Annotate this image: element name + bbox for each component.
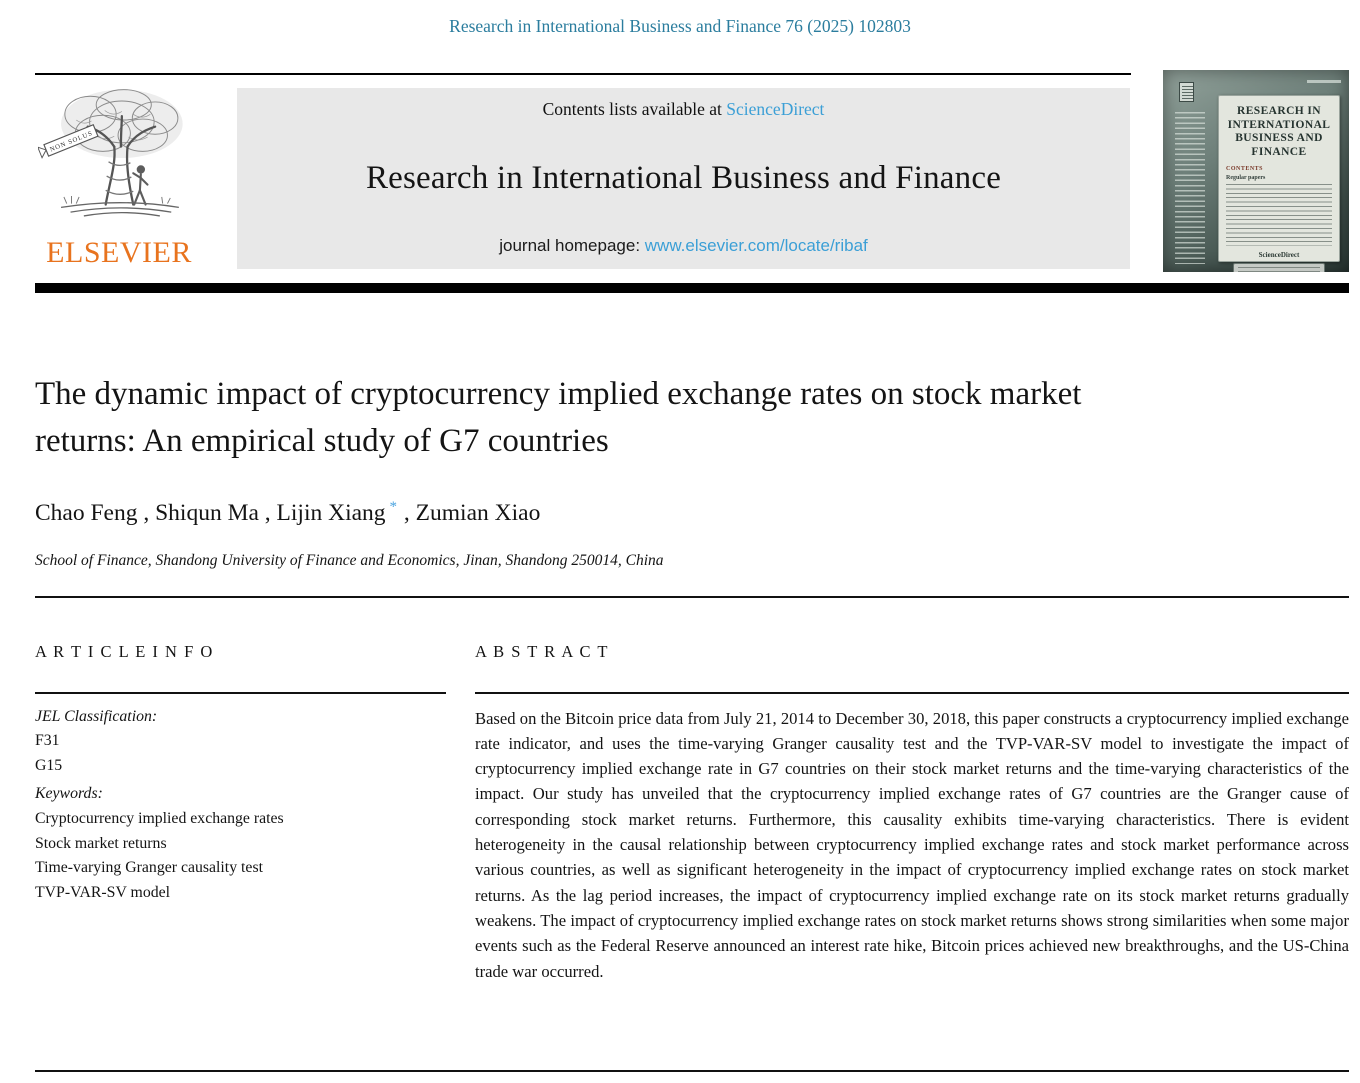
cover-sciencedirect-label: ScienceDirect bbox=[1258, 251, 1300, 259]
article-info-section: A R T I C L E I N F O JEL Classification… bbox=[35, 642, 446, 906]
journal-homepage-link[interactable]: www.elsevier.com/locate/ribaf bbox=[644, 236, 868, 255]
journal-title: Research in International Business and F… bbox=[365, 159, 1002, 196]
cover-title-line: INTERNATIONAL bbox=[1227, 118, 1331, 131]
elsevier-wordmark: ELSEVIER bbox=[46, 236, 192, 269]
jel-code: F31 bbox=[35, 732, 60, 750]
elsevier-logo: NON SOLUS ELSEVIER bbox=[33, 82, 205, 274]
contents-line: Contents lists available at ScienceDirec… bbox=[543, 99, 825, 120]
section-divider-rule bbox=[35, 596, 1349, 598]
abstract-text: Based on the Bitcoin price data from Jul… bbox=[475, 708, 1349, 981]
sciencedirect-link[interactable]: ScienceDirect bbox=[726, 99, 825, 119]
contents-prefix: Contents lists available at bbox=[542, 99, 727, 119]
abstract-heading: A B S T R A C T bbox=[475, 642, 609, 661]
keyword: TVP-VAR-SV model bbox=[35, 884, 171, 902]
author-separator: , bbox=[258, 499, 277, 526]
authors-line: Chao Feng , Shiqun Ma , Lijin Xiang * , Z… bbox=[35, 499, 540, 527]
cover-title-line: RESEARCH IN bbox=[1237, 105, 1321, 117]
author-name: Shiqun Ma bbox=[155, 499, 259, 526]
affiliation: School of Finance, Shandong University o… bbox=[35, 552, 664, 569]
keyword: Time-varying Granger causality test bbox=[35, 859, 263, 877]
cover-footer-lines bbox=[1238, 267, 1320, 272]
author-separator: , bbox=[137, 499, 156, 526]
article-info-heading: A R T I C L E I N F O bbox=[35, 642, 214, 661]
keyword: Cryptocurrency implied exchange rates bbox=[35, 809, 284, 827]
cover-editors-list-lines bbox=[1175, 112, 1205, 264]
cover-title-panel: RESEARCH IN INTERNATIONAL BUSINESS AND F… bbox=[1218, 95, 1340, 272]
cover-contents-label: CONTENTS bbox=[1226, 166, 1264, 172]
cover-title-line: FINANCE bbox=[1251, 145, 1307, 158]
vine-tender-figure bbox=[132, 165, 149, 206]
author-name: Lijin Xiang bbox=[276, 499, 386, 526]
journal-citation: Research in International Business and F… bbox=[449, 16, 911, 36]
elsevier-tree-icon: NON SOLUS bbox=[38, 89, 183, 217]
jel-classification-label: JEL Classification: bbox=[35, 707, 158, 725]
article-info-heading-rule bbox=[35, 692, 446, 694]
cover-issn-bar bbox=[1307, 80, 1341, 83]
cover-title-line: BUSINESS AND bbox=[1235, 132, 1323, 144]
author-name: Zumian Xiao bbox=[415, 499, 541, 526]
page-bottom-rule bbox=[35, 1070, 1349, 1072]
cover-footer-box bbox=[1233, 263, 1325, 272]
author-name: Chao Feng bbox=[35, 499, 138, 526]
cover-article-listing-lines bbox=[1226, 184, 1332, 246]
homepage-prefix: journal homepage: bbox=[499, 236, 645, 255]
paper-title: The dynamic impact of cryptocurrency imp… bbox=[35, 376, 1082, 459]
journal-cover-thumbnail: RESEARCH IN INTERNATIONAL BUSINESS AND F… bbox=[1163, 70, 1349, 272]
header-top-rule bbox=[35, 73, 1131, 75]
cover-regular-papers-label: Regular papers bbox=[1226, 175, 1266, 181]
author-separator: , bbox=[398, 499, 416, 526]
abstract-heading-rule bbox=[475, 692, 1349, 694]
journal-banner: Contents lists available at ScienceDirec… bbox=[237, 88, 1130, 269]
corresponding-author-marker[interactable]: * bbox=[389, 499, 398, 515]
keyword: Stock market returns bbox=[35, 834, 167, 852]
homepage-line: journal homepage: www.elsevier.com/locat… bbox=[499, 236, 868, 256]
jel-code: G15 bbox=[35, 757, 63, 775]
cover-emblem-icon bbox=[1179, 82, 1194, 102]
abstract-section: A B S T R A C T Based on the Bitcoin pri… bbox=[475, 642, 1349, 984]
keywords-label: Keywords: bbox=[35, 784, 103, 802]
header-divider-bar bbox=[35, 283, 1349, 293]
